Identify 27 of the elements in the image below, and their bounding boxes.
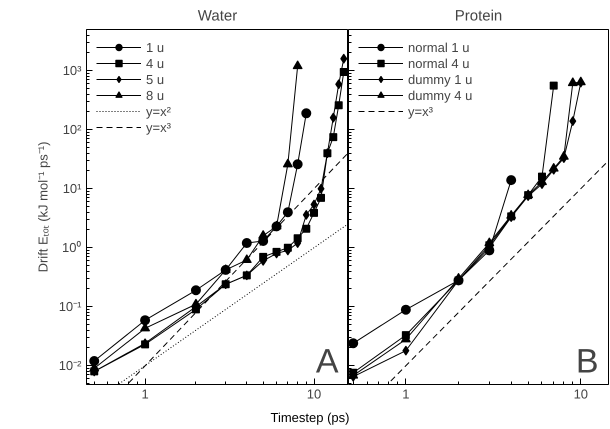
- legend-label: y=x²: [146, 103, 171, 119]
- y-tick-label: 10⁻²: [58, 358, 82, 374]
- x-tick-label: 10: [306, 386, 322, 402]
- chart-title: Water: [198, 8, 238, 24]
- legend-label: 8 u: [146, 87, 166, 103]
- y-tick-label: 10⁻¹: [58, 299, 82, 314]
- y-tick-label: 10²: [62, 122, 82, 138]
- legend-label: 4 u: [146, 55, 166, 71]
- y-tick-label: 10⁰: [62, 240, 82, 256]
- annotation: A: [316, 342, 339, 380]
- legend-label: dummy 4 u: [408, 87, 472, 103]
- legend-label: normal 1 u: [408, 39, 470, 55]
- legend-label: y=x³: [146, 119, 171, 135]
- legend-label: normal 4 u: [408, 55, 470, 71]
- x-tick-label: 1: [402, 386, 410, 402]
- legend-label: 1 u: [146, 39, 166, 55]
- y-tick-label: 10³: [62, 63, 82, 78]
- legend-label: dummy 1 u: [408, 71, 472, 87]
- x-tick-label: 10: [574, 386, 588, 402]
- y-tick-label: 10¹: [62, 181, 82, 196]
- x-tick-label: 1: [141, 386, 149, 402]
- x-axis-title: Timestep (ps): [270, 409, 350, 427]
- y-axis-title: Drift Eₜₒₜ (kJ mol⁻¹ ps⁻¹): [36, 142, 51, 272]
- legend-label: y=x³: [408, 103, 433, 119]
- chart-title: Protein: [454, 8, 502, 24]
- annotation: B: [576, 342, 599, 380]
- legend-label: 5 u: [146, 71, 166, 87]
